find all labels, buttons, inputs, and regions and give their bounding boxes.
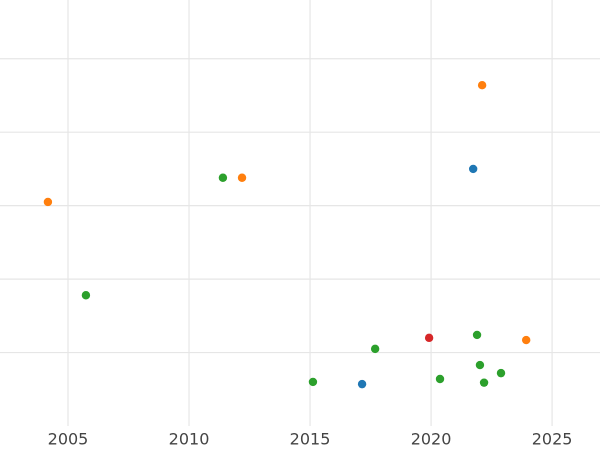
- scatter-point: [357, 379, 367, 389]
- scatter-point: [424, 333, 434, 343]
- scatter-point: [43, 197, 53, 207]
- scatter-point: [521, 335, 531, 345]
- scatter-point: [81, 291, 91, 300]
- x-tick-label: 2020: [411, 430, 452, 449]
- x-tick-label: 2025: [532, 430, 573, 449]
- x-tick-label: 2010: [169, 430, 210, 449]
- scatter-point: [468, 164, 478, 174]
- scatter-point: [472, 330, 482, 340]
- scatter-point: [479, 378, 489, 387]
- scatter-point: [237, 173, 247, 182]
- scatter-point: [435, 374, 445, 384]
- scatter-point: [308, 377, 318, 387]
- scatter-point: [496, 368, 506, 378]
- x-tick-label: 2005: [48, 430, 89, 449]
- scatter-point: [477, 81, 487, 90]
- scatter-point: [475, 360, 485, 370]
- scatter-point: [370, 344, 380, 354]
- x-tick-label: 2015: [290, 430, 331, 449]
- scatter-point: [218, 173, 228, 182]
